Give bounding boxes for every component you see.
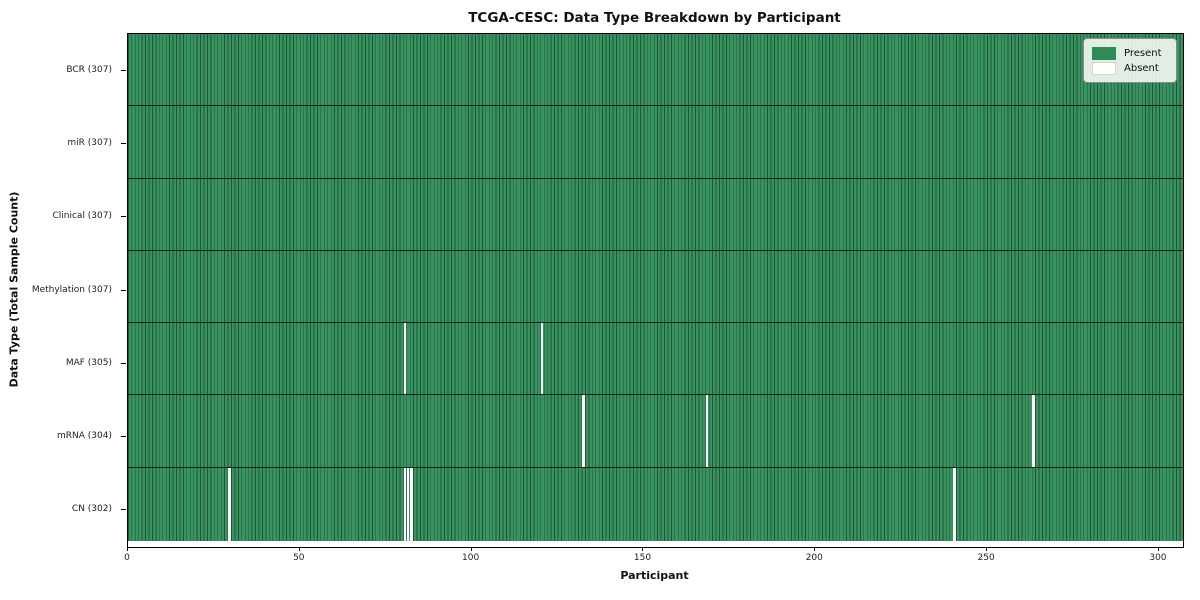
y-tick-mark	[121, 362, 126, 364]
x-tick-label-250: 250	[977, 553, 995, 563]
y-tick-label-mRNA: mRNA (304)	[57, 431, 112, 442]
x-tick-mark	[127, 547, 128, 551]
absent-cell[interactable]	[228, 467, 231, 541]
y-tick-label-Clinical: Clinical (307)	[52, 211, 112, 222]
y-tick-label-BCR: BCR (307)	[66, 64, 112, 75]
x-tick-mark	[470, 547, 472, 551]
absent-cell[interactable]	[403, 323, 406, 395]
y-tick-mark	[121, 509, 126, 511]
legend-label-present: Present	[1124, 48, 1162, 59]
x-tick-mark	[298, 547, 300, 551]
absent-cell[interactable]	[1032, 395, 1035, 467]
y-tick-label-MAF: MAF (305)	[65, 357, 112, 368]
absent-cell[interactable]	[582, 395, 585, 467]
absent-cell[interactable]	[403, 467, 406, 541]
legend-swatch-absent-icon	[1092, 62, 1116, 75]
chart-title: TCGA-CESC: Data Type Breakdown by Partic…	[468, 10, 841, 26]
x-tick-label-0: 0	[124, 553, 130, 563]
x-tick-label-50: 50	[293, 553, 305, 563]
heatmap-row-BCR[interactable]	[128, 34, 1183, 107]
y-tick-mark	[121, 142, 126, 144]
legend-swatch-present-icon	[1092, 47, 1116, 60]
heatmap-row-mRNA[interactable]	[128, 395, 1183, 468]
y-tick-label-Methylation: Methylation (307)	[31, 284, 112, 295]
x-axis-label: Participant	[620, 569, 689, 582]
legend-label-absent: Absent	[1124, 63, 1159, 74]
x-tick-mark	[814, 547, 816, 551]
heatmap-row-MAF[interactable]	[128, 323, 1183, 396]
heatmap-row-miR[interactable]	[128, 106, 1183, 179]
absent-cell[interactable]	[705, 395, 709, 467]
legend-item-absent: Absent	[1092, 62, 1168, 75]
heatmap-row-Methylation[interactable]	[128, 250, 1183, 324]
legend: Present Absent	[1083, 38, 1177, 83]
absent-cell[interactable]	[406, 467, 410, 541]
legend-item-present: Present	[1092, 47, 1168, 60]
x-tick-label-300: 300	[1149, 553, 1167, 563]
x-tick-mark	[1157, 547, 1159, 551]
y-tick-label-miR: miR (307)	[67, 137, 112, 148]
heatmap-row-CN[interactable]	[128, 467, 1183, 541]
y-tick-mark	[121, 69, 126, 71]
x-tick-label-100: 100	[462, 553, 480, 563]
heatmap-row-Clinical[interactable]	[128, 178, 1183, 251]
x-tick-label-200: 200	[805, 553, 823, 563]
y-tick-label-CN: CN (302)	[71, 504, 112, 515]
absent-cell[interactable]	[540, 323, 544, 395]
y-tick-mark	[121, 289, 126, 291]
x-tick-mark	[986, 547, 988, 551]
x-tick-label-150: 150	[633, 553, 652, 563]
heatmap-plot-area[interactable]	[127, 33, 1184, 548]
absent-cell[interactable]	[410, 467, 413, 541]
y-tick-mark	[121, 216, 126, 218]
x-tick-mark	[642, 547, 644, 551]
y-tick-mark	[121, 436, 126, 438]
absent-cell[interactable]	[953, 467, 956, 541]
